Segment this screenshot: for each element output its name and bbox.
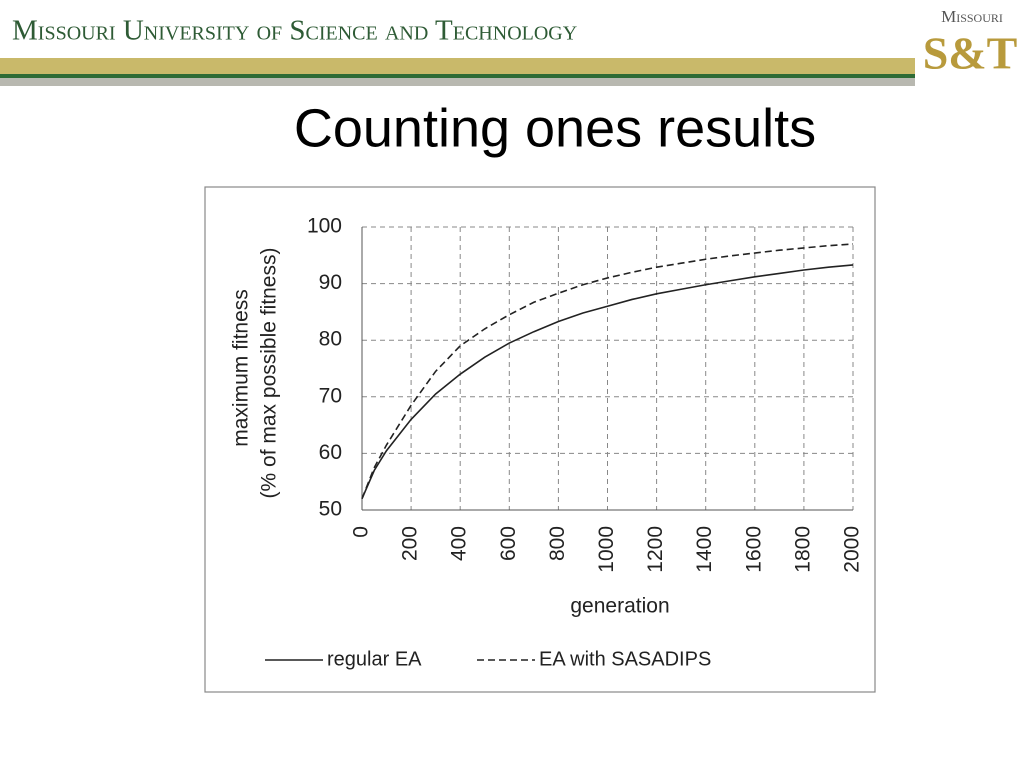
x-tick-label: 1800 xyxy=(791,526,814,573)
x-tick-label: 1400 xyxy=(693,526,716,573)
logo-top: Missouri xyxy=(941,7,1003,26)
y-tick-label: 100 xyxy=(307,215,342,238)
legend-label: regular EA xyxy=(327,648,422,670)
x-tick-label: 2000 xyxy=(841,526,864,573)
x-tick-label: 1200 xyxy=(644,526,667,573)
header-line xyxy=(0,74,1024,78)
y-tick-label: 70 xyxy=(319,384,342,407)
logo-bg xyxy=(915,0,1024,92)
y-axis-label: (% of max possible fitness) xyxy=(258,248,281,499)
y-tick-label: 60 xyxy=(319,441,342,464)
y-tick-label: 80 xyxy=(319,328,342,351)
logo-bottom: S&T xyxy=(923,28,1018,79)
y-axis-label: maximum fitness xyxy=(230,289,253,447)
x-axis-label: generation xyxy=(570,595,669,618)
legend-label: EA with SASADIPS xyxy=(539,648,711,670)
slide-title: Counting ones results xyxy=(294,98,816,158)
header-text: Missouri University of Science and Techn… xyxy=(12,15,577,47)
x-tick-label: 800 xyxy=(546,526,569,561)
x-tick-label: 200 xyxy=(399,526,422,561)
chart-frame xyxy=(204,186,876,693)
x-tick-label: 1000 xyxy=(595,526,618,573)
x-tick-label: 400 xyxy=(448,526,471,561)
series-line xyxy=(361,264,854,499)
x-tick-label: 0 xyxy=(350,526,373,538)
x-tick-label: 600 xyxy=(497,526,520,561)
x-tick-label: 1600 xyxy=(742,526,765,573)
y-tick-label: 90 xyxy=(319,271,342,294)
series-line xyxy=(361,243,854,499)
header-band xyxy=(0,58,1024,74)
y-tick-label: 50 xyxy=(319,498,342,521)
header-shadow xyxy=(0,78,1024,86)
